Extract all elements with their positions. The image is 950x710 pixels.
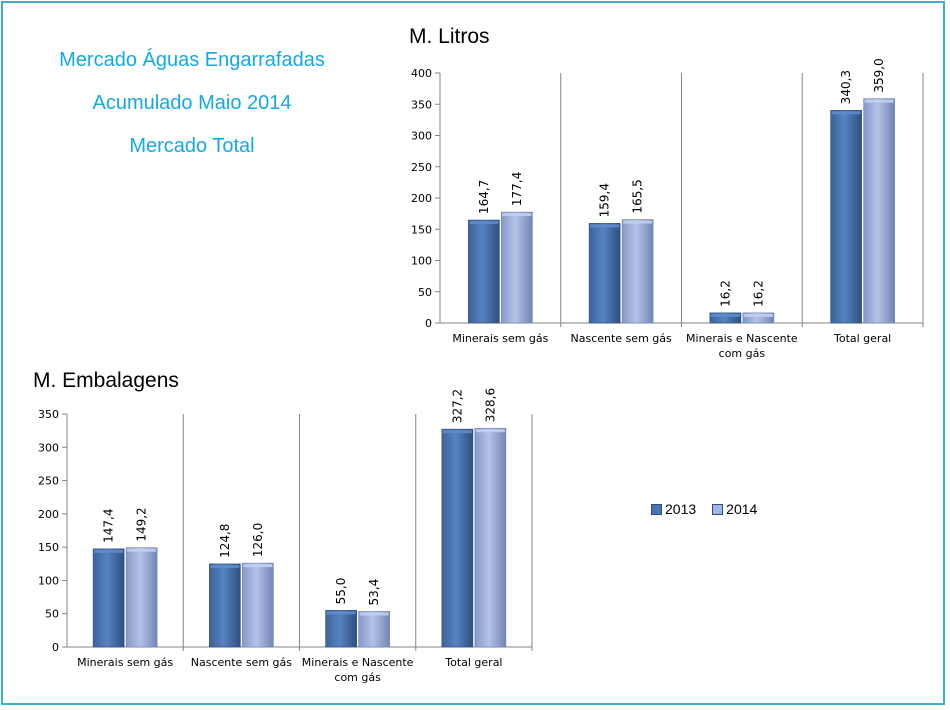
bar-embalagens-2013-1 (92, 548, 125, 648)
y-tick-label-litros: 100 (411, 255, 432, 268)
legend-item-2014: 2014 (712, 501, 757, 517)
y-tick-label-litros: 150 (411, 223, 432, 236)
bar-bevel-litros-2013-3 (710, 313, 740, 317)
bar-litros-2014-3 (742, 312, 775, 324)
y-tick-label-embalagens: 300 (38, 441, 59, 454)
bar-bevel-embalagens-2014-2 (243, 564, 273, 568)
data-label-embalagens-2013-1: 147,4 (102, 509, 116, 543)
y-tick-label-litros: 400 (411, 67, 432, 80)
chart-title-embalagens: M. Embalagens (33, 369, 179, 392)
y-tick-label-litros: 200 (411, 192, 432, 205)
legend-swatch-2013 (651, 503, 662, 515)
bar-embalagens-2013-4 (441, 428, 474, 648)
x-category-label-embalagens: Total geral (444, 656, 502, 669)
bar-bevel-litros-2013-1 (469, 221, 499, 225)
data-label-embalagens-2014-3: 53,4 (367, 579, 381, 606)
y-tick-label-embalagens: 200 (38, 508, 59, 521)
bar-embalagens-2014-2 (242, 562, 274, 648)
bar-bevel-embalagens-2013-2 (210, 564, 240, 568)
chart-embalagens: 0 50 100 150 200 250 300 350 Minerais sem gás 147… (38, 388, 533, 684)
chart-litros: 0 50 100 150 200 250 300 350 400 Minerais sem gás… (411, 58, 924, 360)
x-category-label-litros: com gás (719, 347, 766, 360)
bar-litros-2014-1 (501, 211, 533, 324)
bar-litros-2014-2 (621, 219, 654, 324)
y-tick-label-litros: 0 (425, 317, 432, 330)
bar-bevel-litros-2014-2 (623, 220, 653, 224)
data-label-litros-2013-1: 164,7 (477, 180, 491, 214)
data-label-embalagens-2014-4: 328,6 (483, 388, 497, 422)
bar-embalagens-2014-4 (474, 427, 507, 648)
chart-litros: 0 50 100 150 200 250 300 350 400 Minerais sem gás… (38, 58, 924, 684)
data-label-litros-2014-2: 165,5 (631, 179, 645, 213)
bar-bevel-embalagens-2013-3 (326, 611, 356, 615)
bar-bevel-embalagens-2014-4 (475, 429, 505, 433)
y-tick-label-litros: 50 (418, 286, 432, 299)
y-tick-label-litros: 350 (411, 98, 432, 111)
legend-label-2014: 2014 (726, 501, 758, 517)
bar-litros-2013-3 (709, 312, 742, 324)
legend: 2013 2014 (651, 501, 773, 517)
chart-title-litros: M. Litros (409, 25, 490, 48)
data-label-embalagens-2013-4: 327,2 (450, 389, 464, 423)
y-tick-label-embalagens: 0 (52, 641, 59, 654)
bar-bevel-embalagens-2014-3 (359, 612, 389, 616)
bar-litros-2013-4 (830, 110, 862, 324)
data-label-embalagens-2014-1: 149,2 (135, 507, 149, 541)
legend-swatch-2014 (712, 503, 724, 515)
heading-market: Mercado Águas Engarrafadas (59, 49, 325, 71)
bar-litros-2014-4 (863, 98, 895, 324)
legend-item-2013: 2013 (651, 501, 696, 517)
data-label-litros-2013-3: 16,2 (718, 280, 732, 307)
bar-embalagens-2013-2 (209, 563, 241, 648)
y-tick-label-embalagens: 250 (38, 475, 59, 488)
bar-litros-2013-2 (588, 223, 621, 324)
data-label-embalagens-2013-3: 55,0 (334, 578, 348, 605)
y-tick-label-embalagens: 350 (38, 408, 59, 421)
bar-bevel-embalagens-2013-4 (442, 430, 472, 434)
legend-label-2013: 2013 (665, 501, 697, 517)
x-category-label-litros: Total geral (833, 332, 891, 345)
x-category-label-embalagens: com gás (334, 671, 381, 684)
data-label-litros-2013-2: 159,4 (598, 183, 612, 217)
y-tick-label-embalagens: 100 (38, 574, 59, 587)
bar-embalagens-2014-3 (358, 611, 390, 648)
bar-bevel-embalagens-2013-1 (94, 549, 124, 553)
y-tick-label-litros: 300 (411, 130, 432, 143)
data-label-litros-2013-4: 340,3 (839, 70, 853, 104)
data-label-litros-2014-4: 359,0 (872, 58, 886, 92)
x-category-label-litros: Nascente sem gás (571, 332, 672, 345)
data-label-litros-2014-3: 16,2 (751, 280, 765, 307)
x-category-label-litros: Minerais e Nascente (686, 332, 798, 345)
bar-embalagens-2013-3 (325, 610, 357, 648)
data-label-embalagens-2013-2: 124,8 (218, 524, 232, 558)
y-tick-label-litros: 250 (411, 161, 432, 174)
x-category-label-embalagens: Minerais e Nascente (302, 656, 414, 669)
y-tick-label-embalagens: 50 (45, 608, 59, 621)
x-category-label-embalagens: Minerais sem gás (77, 656, 173, 669)
bar-bevel-litros-2014-3 (743, 313, 773, 317)
heading-period: Acumulado Maio 2014 (92, 92, 292, 114)
bar-litros-2013-1 (468, 219, 500, 324)
data-label-embalagens-2014-2: 126,0 (251, 523, 265, 557)
heading-scope: Mercado Total (129, 135, 255, 157)
bar-bevel-litros-2013-4 (831, 111, 861, 115)
bar-bevel-litros-2014-4 (864, 99, 894, 103)
y-tick-label-embalagens: 150 (38, 541, 59, 554)
bar-bevel-litros-2013-2 (590, 224, 620, 228)
bar-bevel-litros-2014-1 (502, 213, 532, 217)
data-label-litros-2014-1: 177,4 (510, 172, 524, 206)
bar-embalagens-2014-1 (125, 547, 158, 648)
x-category-label-litros: Minerais sem gás (452, 332, 548, 345)
bar-bevel-embalagens-2014-1 (127, 548, 157, 552)
x-category-label-embalagens: Nascente sem gás (191, 656, 292, 669)
